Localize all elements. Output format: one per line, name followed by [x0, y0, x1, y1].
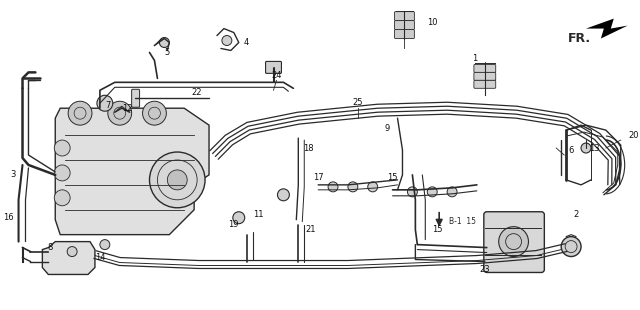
Text: 3: 3 [10, 170, 15, 179]
Circle shape [143, 101, 166, 125]
Circle shape [97, 95, 113, 111]
Text: 2: 2 [573, 210, 579, 219]
Circle shape [54, 190, 70, 206]
Polygon shape [586, 19, 628, 38]
FancyBboxPatch shape [474, 64, 496, 72]
FancyBboxPatch shape [474, 80, 496, 88]
FancyBboxPatch shape [132, 89, 140, 107]
FancyBboxPatch shape [266, 61, 282, 73]
Text: 12: 12 [122, 104, 133, 113]
Circle shape [581, 143, 591, 153]
FancyBboxPatch shape [394, 12, 414, 20]
Circle shape [428, 187, 437, 197]
Text: 15: 15 [432, 225, 442, 234]
Text: 22: 22 [192, 88, 202, 97]
Circle shape [447, 187, 457, 197]
Circle shape [278, 189, 289, 201]
Text: 15: 15 [387, 173, 398, 182]
Polygon shape [55, 108, 209, 235]
Text: FR.: FR. [568, 32, 591, 45]
Text: 24: 24 [271, 71, 282, 80]
Polygon shape [42, 241, 95, 274]
Text: 13: 13 [589, 144, 599, 153]
Text: 4: 4 [244, 38, 250, 47]
Text: 21: 21 [305, 225, 316, 234]
Circle shape [100, 240, 110, 250]
FancyBboxPatch shape [484, 212, 545, 272]
Text: B-1  15: B-1 15 [449, 217, 476, 226]
Circle shape [54, 165, 70, 181]
Text: 1: 1 [472, 54, 477, 63]
Circle shape [167, 170, 187, 190]
Text: 9: 9 [385, 124, 390, 133]
Text: 20: 20 [628, 131, 639, 140]
Text: 25: 25 [353, 98, 363, 107]
Circle shape [150, 152, 205, 208]
Circle shape [68, 101, 92, 125]
Text: 18: 18 [303, 144, 314, 153]
Text: 16: 16 [3, 213, 14, 222]
Circle shape [159, 38, 170, 47]
Text: 11: 11 [253, 210, 264, 219]
Circle shape [368, 182, 378, 192]
FancyBboxPatch shape [474, 72, 496, 80]
Circle shape [499, 227, 529, 257]
Circle shape [348, 182, 358, 192]
Circle shape [54, 140, 70, 156]
FancyBboxPatch shape [394, 29, 414, 38]
Circle shape [233, 212, 244, 224]
Circle shape [222, 36, 232, 46]
FancyBboxPatch shape [394, 20, 414, 29]
Circle shape [408, 187, 417, 197]
Text: 17: 17 [313, 173, 323, 182]
Text: 14: 14 [95, 253, 105, 262]
Circle shape [108, 101, 132, 125]
Circle shape [561, 237, 581, 257]
Circle shape [67, 246, 77, 257]
Text: 8: 8 [47, 243, 53, 252]
Text: 19: 19 [228, 220, 239, 229]
Text: 7: 7 [105, 101, 111, 110]
Text: 10: 10 [427, 18, 438, 27]
Circle shape [328, 182, 338, 192]
Text: 5: 5 [164, 48, 170, 57]
Text: 23: 23 [479, 265, 490, 274]
Text: 6: 6 [568, 145, 574, 154]
